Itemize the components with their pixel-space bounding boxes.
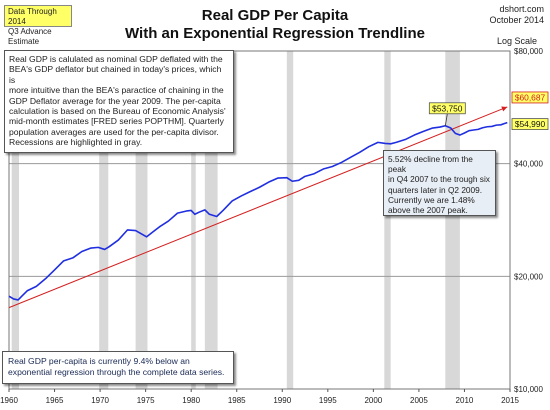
callout-label: $53,750 bbox=[432, 103, 463, 113]
description-box: Real GDP is calulated as nominal GDP def… bbox=[4, 50, 234, 153]
trendline bbox=[8, 106, 508, 309]
callout-badge bbox=[428, 102, 466, 115]
data-through-line1: Data Through 2014 bbox=[8, 7, 57, 26]
description-line: more intuitive than the BEA's paractice … bbox=[9, 85, 224, 96]
source-credit: dshort.com October 2014 bbox=[489, 4, 544, 26]
recession-annotation-box: 5.52% decline from the peak in Q4 2007 t… bbox=[383, 150, 496, 216]
description-line: Recessions are highlighted in gray. bbox=[9, 137, 143, 148]
value-callouts: $53,750 $60,687 $54,990 bbox=[428, 91, 549, 130]
annotation-line: in Q4 2007 to the trough six bbox=[388, 174, 490, 185]
callout-badge bbox=[511, 118, 549, 130]
note-line: exponential regression through the compl… bbox=[8, 367, 225, 377]
gdp-per-capita-line bbox=[8, 121, 508, 301]
x-tick-label: 2015 bbox=[501, 396, 519, 405]
recession-band bbox=[445, 51, 460, 389]
chart-subtitle: With an Exponential Regression Trendline bbox=[125, 25, 425, 42]
data-through-line2: Q3 Advance Estimate bbox=[8, 27, 52, 46]
description-line: population averages are used for the per… bbox=[9, 126, 219, 137]
description-line: calculation is based on the Bureau of Ec… bbox=[9, 106, 226, 117]
recession-band bbox=[11, 51, 20, 389]
x-tick-label: 1970 bbox=[91, 396, 109, 405]
callout-label: $60,687 bbox=[515, 92, 546, 102]
note-line: Real GDP per-capita is currently 9.4% be… bbox=[8, 356, 190, 366]
annotation-line: 5.52% decline from the peak bbox=[388, 154, 473, 175]
annotation-line: Currently we are 1.48% bbox=[388, 194, 475, 205]
x-tick-label: 1975 bbox=[137, 396, 155, 405]
regression-note-box: Real GDP per-capita is currently 9.4% be… bbox=[2, 351, 234, 384]
y-axis-ticks: $10,000 $20,000 $40,000 $80,000 bbox=[514, 47, 543, 394]
x-tick-label: 2005 bbox=[410, 396, 428, 405]
recession-band bbox=[135, 51, 148, 389]
recession-band bbox=[286, 51, 294, 389]
x-tick-label: 1995 bbox=[319, 396, 337, 405]
x-tick-label: 2010 bbox=[456, 396, 474, 405]
annotation-line: quarters later in Q2 2009. bbox=[388, 184, 483, 195]
callout-badge bbox=[511, 91, 549, 104]
annotation-line: above the 2007 peak. bbox=[388, 205, 468, 216]
description-line: Real GDP is calulated as nominal GDP def… bbox=[9, 54, 223, 64]
source-site: dshort.com bbox=[499, 4, 544, 14]
data-through-badge: Data Through 2014 Q3 Advance Estimate bbox=[4, 5, 72, 46]
x-tick-label: 1985 bbox=[228, 396, 246, 405]
callout-leader bbox=[444, 113, 448, 126]
y-tick-label: $20,000 bbox=[514, 272, 543, 281]
y-tick-label: $80,000 bbox=[514, 47, 543, 56]
chart-title: Real GDP Per Capita bbox=[202, 7, 349, 24]
recession-band bbox=[99, 51, 109, 389]
series-lines bbox=[8, 106, 508, 309]
y-tick-label: $40,000 bbox=[514, 160, 543, 169]
x-tick-label: 1965 bbox=[46, 396, 64, 405]
recession-band bbox=[384, 51, 391, 389]
trendline-arrowhead bbox=[501, 106, 508, 112]
description-line: GDP Deflator average for the year 2009. … bbox=[9, 95, 221, 106]
plot-frame bbox=[8, 50, 511, 390]
description-line: mid-month estimates [FRED series POPTHM]… bbox=[9, 116, 224, 127]
x-axis-ticks: 1960 1965 1970 1975 1980 1985 1990 1995 2000 2005… bbox=[0, 389, 519, 405]
scale-label: Log Scale bbox=[497, 36, 537, 46]
y-tick-label: $10,000 bbox=[514, 385, 543, 394]
source-date: October 2014 bbox=[489, 15, 544, 25]
x-tick-label: 2000 bbox=[364, 396, 382, 405]
recession-band bbox=[191, 51, 196, 389]
x-tick-label: 1980 bbox=[182, 396, 200, 405]
x-tick-label: 1990 bbox=[273, 396, 291, 405]
x-tick-label: 1960 bbox=[0, 396, 18, 405]
callout-label: $54,990 bbox=[515, 119, 546, 129]
description-line: BEA's GDP deflator but chained in today'… bbox=[9, 64, 222, 85]
